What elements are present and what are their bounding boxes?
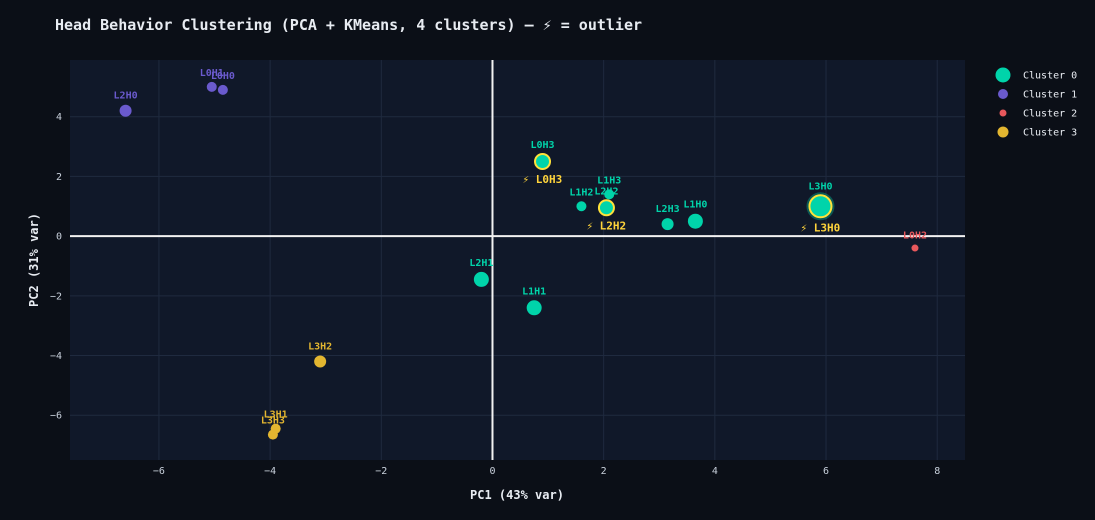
x-tick-label: 8 xyxy=(934,466,940,477)
legend-label: Cluster 0 xyxy=(1023,71,1077,82)
data-point[interactable] xyxy=(526,300,542,316)
y-tick-label: 0 xyxy=(56,232,62,243)
x-axis-label: PC1 (43% var) xyxy=(470,488,564,502)
data-point[interactable] xyxy=(314,355,327,368)
data-point[interactable] xyxy=(576,201,587,212)
data-point[interactable] xyxy=(597,199,615,217)
data-point[interactable] xyxy=(687,213,703,229)
point-label: L2H2 xyxy=(594,186,618,197)
data-point[interactable] xyxy=(119,104,132,117)
outlier-label: ⚡ L0H3 xyxy=(523,173,563,186)
data-point[interactable] xyxy=(217,84,228,95)
point-label: L0H2 xyxy=(903,231,927,242)
x-tick-label: −4 xyxy=(264,466,276,477)
legend-item[interactable]: Cluster 2 xyxy=(999,109,1078,120)
data-point[interactable] xyxy=(267,429,278,440)
point-label: L3H3 xyxy=(261,416,285,427)
x-tick-label: −2 xyxy=(375,466,387,477)
x-tick-label: 6 xyxy=(823,466,829,477)
outlier-label: ⚡ L3H0 xyxy=(800,221,840,234)
data-point[interactable] xyxy=(911,244,919,252)
data-point[interactable] xyxy=(661,218,674,231)
legend-marker xyxy=(998,89,1008,99)
legend-item[interactable]: Cluster 1 xyxy=(998,89,1077,101)
data-point[interactable] xyxy=(604,189,615,200)
y-tick-label: −4 xyxy=(50,351,62,362)
legend-label: Cluster 1 xyxy=(1023,90,1077,101)
point-label: L2H1 xyxy=(469,258,493,269)
x-tick-labels: −6 −4 −2 0 2 4 6 8 xyxy=(153,466,940,477)
point-label: L2H3 xyxy=(656,204,680,215)
data-point[interactable] xyxy=(534,152,552,170)
legend-marker xyxy=(995,67,1011,83)
x-tick-label: 4 xyxy=(712,466,718,477)
x-tick-label: 2 xyxy=(601,466,607,477)
point-label: L0H3 xyxy=(530,140,554,151)
outlier-label: ⚡ L2H2 xyxy=(586,219,626,232)
data-point[interactable] xyxy=(206,81,217,92)
legend-marker xyxy=(999,109,1007,117)
point-label: L1H2 xyxy=(569,187,593,198)
y-tick-label: −6 xyxy=(50,411,62,422)
y-tick-labels: −6 −4 −2 0 2 4 xyxy=(50,112,62,422)
point-label: L0H0 xyxy=(211,71,235,82)
chart-title: Head Behavior Clustering (PCA + KMeans, … xyxy=(55,16,642,34)
data-points xyxy=(119,81,919,440)
x-tick-label: 0 xyxy=(489,466,495,477)
legend-label: Cluster 2 xyxy=(1023,109,1077,120)
grid-lines xyxy=(70,60,965,460)
point-label: L3H2 xyxy=(308,341,332,352)
legend-label: Cluster 3 xyxy=(1023,128,1077,139)
data-point[interactable] xyxy=(808,194,833,219)
plot-area xyxy=(70,60,965,460)
point-label: L1H0 xyxy=(683,200,707,211)
legend-item[interactable]: Cluster 0 xyxy=(995,67,1078,83)
point-label: L2H0 xyxy=(114,91,138,102)
point-label: L0H1 xyxy=(200,68,224,79)
point-label: L1H3 xyxy=(597,175,621,186)
x-tick-label: −6 xyxy=(153,466,165,477)
y-tick-label: 4 xyxy=(56,112,62,123)
point-label: L1H1 xyxy=(522,286,546,297)
zero-lines xyxy=(70,60,965,460)
point-label: L3H1 xyxy=(264,410,288,421)
legend-item[interactable]: Cluster 3 xyxy=(997,126,1078,139)
y-tick-label: 2 xyxy=(56,172,62,183)
outlier-annotations: ⚡ L0H3 ⚡ L2H2 ⚡ L3H0 xyxy=(523,173,841,234)
legend-marker xyxy=(997,126,1009,138)
y-tick-label: −2 xyxy=(50,291,62,302)
point-label: L3H0 xyxy=(808,181,832,192)
data-point[interactable] xyxy=(473,271,489,287)
legend[interactable]: Cluster 0 Cluster 1 Cluster 2 Cluster 3 xyxy=(995,67,1078,139)
y-axis-label: PC2 (31% var) xyxy=(27,213,41,307)
